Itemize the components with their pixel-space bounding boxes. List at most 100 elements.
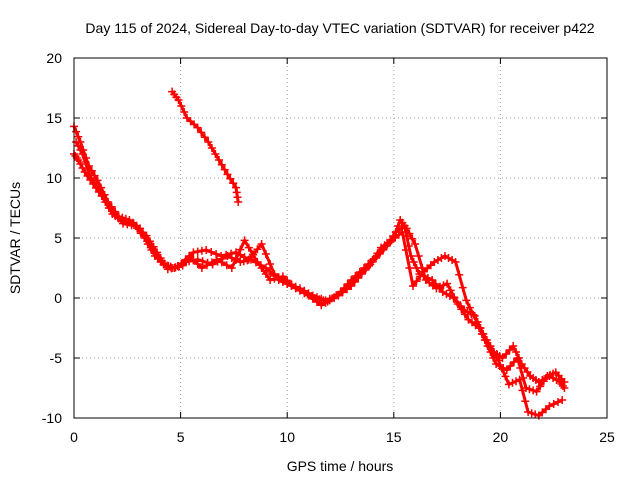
data-point-marker <box>222 261 231 270</box>
data-point-marker <box>93 176 102 185</box>
data-point-marker <box>460 310 469 319</box>
data-point-marker <box>457 305 466 314</box>
y-tick-label: 10 <box>46 170 62 186</box>
data-point-marker <box>353 272 362 281</box>
data-point-marker <box>226 174 235 183</box>
data-point-marker <box>185 252 194 260</box>
data-point-marker <box>99 192 108 200</box>
data-point-marker <box>513 354 522 362</box>
data-point-marker <box>432 284 441 293</box>
data-point-marker <box>177 102 186 110</box>
data-point-marker <box>200 133 209 142</box>
data-point-marker <box>521 397 530 406</box>
x-tick-label: 5 <box>177 429 185 445</box>
data-point-marker <box>121 214 130 223</box>
data-point-marker <box>95 186 104 194</box>
data-point-marker <box>330 294 339 302</box>
data-point-marker <box>266 276 275 284</box>
data-point-marker <box>110 209 119 218</box>
data-point-marker <box>204 138 213 146</box>
data-point-marker <box>283 276 292 285</box>
data-point-marker <box>296 286 304 295</box>
data-point-marker <box>234 198 243 206</box>
y-tick-label: 5 <box>54 230 62 246</box>
data-point-marker <box>189 248 198 257</box>
data-point-marker <box>236 258 245 266</box>
data-point-marker <box>443 279 452 288</box>
data-point-marker <box>244 255 253 264</box>
data-point-marker <box>114 214 123 223</box>
data-point-marker <box>512 348 520 356</box>
data-point-marker <box>362 264 371 273</box>
data-point-marker <box>274 273 283 282</box>
data-point-marker <box>253 245 262 254</box>
data-point-marker <box>207 144 216 152</box>
data-point-marker <box>412 277 421 286</box>
data-point-marker <box>220 165 229 174</box>
data-point-marker <box>308 294 317 303</box>
data-point-marker <box>519 374 528 382</box>
data-point-marker <box>81 158 90 166</box>
data-point-marker <box>527 409 536 418</box>
series-track-c <box>72 138 567 420</box>
data-point-marker <box>334 290 343 299</box>
grid-lines <box>74 58 607 418</box>
data-point-marker <box>536 382 545 391</box>
data-point-marker <box>180 108 189 116</box>
data-point-marker <box>202 261 211 270</box>
data-point-marker <box>163 265 172 274</box>
x-tick-label: 0 <box>70 429 78 445</box>
x-tick-label: 15 <box>386 429 402 445</box>
data-point-marker <box>239 257 248 266</box>
data-point-marker <box>197 264 206 272</box>
data-point-marker <box>178 259 186 268</box>
data-point-marker <box>532 387 541 396</box>
y-tick-label: -10 <box>42 410 62 426</box>
data-point-marker <box>197 128 206 137</box>
data-point-marker <box>222 250 231 259</box>
data-point-marker <box>342 284 351 293</box>
data-point-marker <box>325 296 334 305</box>
data-point-marker <box>529 386 538 395</box>
x-tick-label: 20 <box>493 429 509 445</box>
data-point-marker <box>189 256 198 264</box>
data-point-marker <box>197 246 206 255</box>
data-point-marker <box>505 346 514 354</box>
data-point-marker <box>193 247 202 256</box>
data-point-marker <box>446 286 455 295</box>
data-point-marker <box>119 219 127 228</box>
data-point-marker <box>236 245 245 254</box>
data-point-marker <box>494 356 503 365</box>
data-point-marker <box>369 254 378 263</box>
data-point-marker <box>518 386 527 395</box>
data-point-marker <box>211 150 220 158</box>
data-point-marker <box>490 349 498 358</box>
data-point-marker <box>545 402 554 410</box>
data-point-marker <box>181 255 190 264</box>
x-axis-label: GPS time / hours <box>287 458 394 474</box>
data-point-marker <box>160 259 169 268</box>
y-tick-label: 20 <box>46 50 62 66</box>
data-point-marker <box>244 243 253 252</box>
data-point-marker <box>217 160 226 169</box>
data-point-marker <box>149 242 158 251</box>
data-point-marker <box>501 372 510 381</box>
data-point-marker <box>153 248 162 257</box>
data-point-marker <box>469 310 478 319</box>
series-track-d <box>168 87 243 206</box>
data-point-marker <box>515 375 524 384</box>
data-point-marker <box>506 362 515 370</box>
data-point-marker <box>338 287 347 296</box>
chart-title: Day 115 of 2024, Sidereal Day-to-day VTE… <box>85 20 594 36</box>
data-series <box>70 87 569 420</box>
y-tick-label: 0 <box>54 290 62 306</box>
data-point-marker <box>524 408 533 416</box>
data-point-marker <box>402 224 411 233</box>
data-point-marker <box>409 258 418 266</box>
data-point-marker <box>215 156 223 164</box>
data-point-marker <box>475 324 484 332</box>
data-point-marker <box>508 378 517 387</box>
data-point-marker <box>146 237 154 246</box>
data-point-marker <box>106 204 115 212</box>
data-point-marker <box>261 270 270 278</box>
